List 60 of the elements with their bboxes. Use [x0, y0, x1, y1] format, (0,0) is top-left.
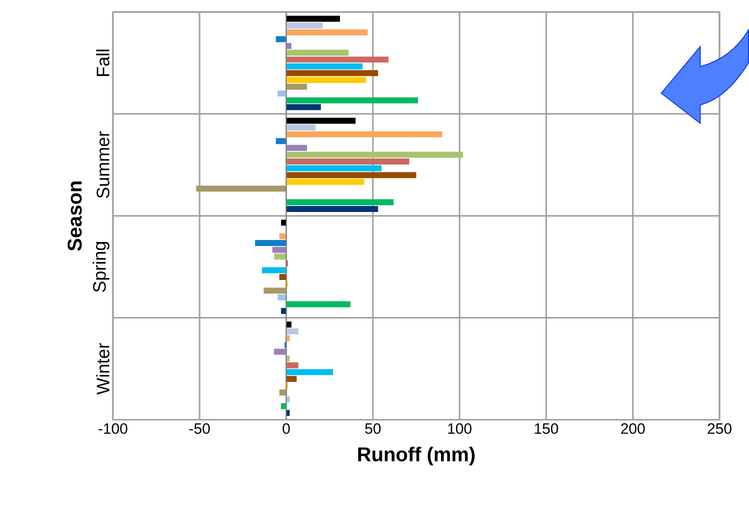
bar	[286, 152, 464, 158]
x-axis-title: Runoff (mm)	[358, 446, 475, 466]
bar	[286, 77, 366, 84]
bar	[276, 36, 286, 42]
bar	[278, 294, 286, 301]
bar	[286, 43, 292, 50]
bar	[286, 369, 334, 376]
bar	[286, 165, 382, 172]
bar	[286, 118, 356, 124]
bar	[286, 172, 416, 178]
bar	[276, 138, 286, 144]
bar	[196, 186, 286, 192]
bar	[279, 274, 286, 280]
bar	[279, 390, 286, 396]
bar	[262, 267, 286, 274]
bar	[281, 308, 286, 314]
y-axis-title: Season	[68, 182, 82, 251]
bar	[286, 64, 362, 70]
x-tick-label: 200	[621, 423, 645, 434]
bar	[286, 131, 442, 138]
bar	[286, 362, 298, 369]
bar	[279, 233, 286, 240]
x-tick-label: -50	[189, 423, 210, 434]
bar	[286, 199, 394, 206]
y-tick-label: Summer	[96, 131, 110, 198]
bar	[286, 328, 298, 335]
bar	[286, 50, 349, 56]
x-tick-label: 100	[448, 423, 472, 434]
bar	[286, 124, 316, 131]
bar	[286, 22, 323, 29]
bar	[286, 30, 368, 36]
bar	[278, 90, 286, 97]
bar	[264, 288, 286, 294]
bar	[272, 247, 286, 253]
x-tick-label: -100	[98, 423, 128, 434]
bar	[286, 301, 350, 308]
bar	[286, 322, 292, 328]
bar	[286, 84, 308, 90]
bar	[286, 16, 340, 22]
y-tick-label: Winter	[96, 343, 110, 395]
bar	[274, 348, 286, 355]
bar	[286, 70, 378, 76]
x-tick-label: 150	[534, 423, 558, 434]
bar	[281, 403, 286, 410]
x-tick-label: 250	[708, 423, 732, 434]
bar	[286, 158, 410, 165]
bar	[286, 56, 388, 63]
x-tick-label: 0	[282, 423, 290, 434]
bar	[286, 179, 364, 186]
y-tick-label: Fall	[96, 50, 110, 76]
bar	[281, 220, 286, 226]
x-tick-label: 50	[365, 423, 381, 434]
y-tick-label: Spring	[92, 242, 110, 292]
bar	[286, 98, 418, 104]
bar	[286, 145, 308, 152]
bar	[255, 240, 286, 246]
bar	[286, 104, 321, 110]
bar	[286, 206, 378, 212]
bar	[286, 376, 297, 382]
bar	[274, 254, 286, 260]
